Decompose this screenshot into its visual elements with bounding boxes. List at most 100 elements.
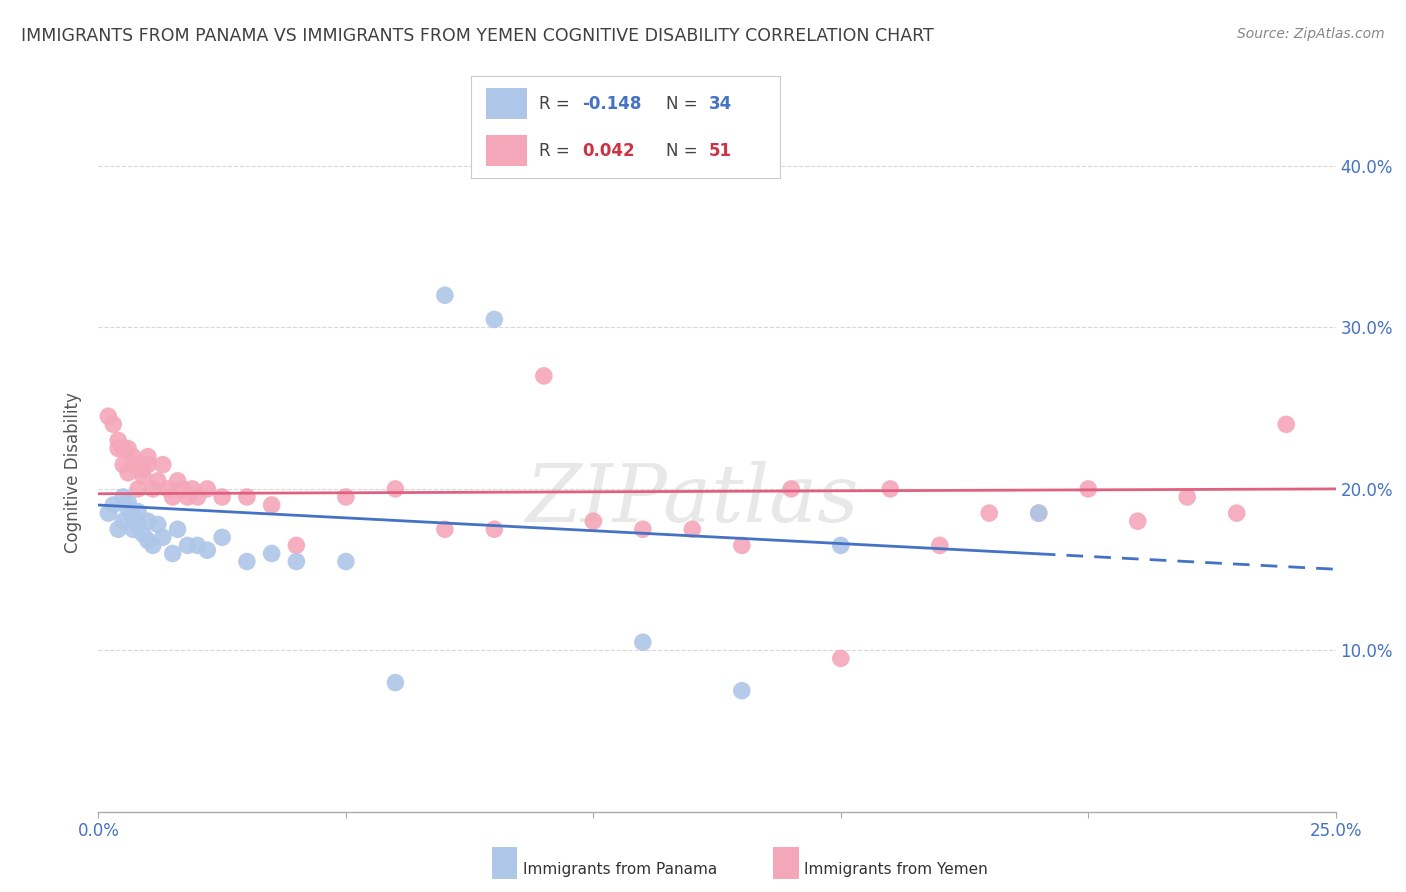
Point <box>136 533 159 548</box>
Point <box>112 442 135 456</box>
Y-axis label: Cognitive Disability: Cognitive Disability <box>65 392 83 553</box>
Point <box>1028 506 1050 520</box>
Point <box>631 522 654 536</box>
Point <box>1275 417 1298 432</box>
Point <box>136 450 159 464</box>
Point <box>122 458 145 472</box>
Point <box>335 555 357 569</box>
Point <box>127 482 149 496</box>
Point <box>260 546 283 560</box>
Point <box>122 522 145 536</box>
Point <box>156 482 179 496</box>
Text: N =: N = <box>666 95 703 112</box>
Point <box>152 530 174 544</box>
Point <box>582 514 605 528</box>
Point <box>211 490 233 504</box>
Point <box>122 509 145 524</box>
Point <box>335 490 357 504</box>
Point <box>172 482 194 496</box>
Point <box>236 555 259 569</box>
Point <box>484 312 506 326</box>
Point <box>1077 482 1099 496</box>
Point <box>681 522 703 536</box>
Point <box>132 527 155 541</box>
Point <box>236 490 259 504</box>
Point <box>117 466 139 480</box>
Point <box>152 458 174 472</box>
Point <box>117 495 139 509</box>
Point <box>979 506 1001 520</box>
Text: Immigrants from Panama: Immigrants from Panama <box>523 863 717 877</box>
Point <box>830 651 852 665</box>
Point <box>132 462 155 476</box>
Text: ZIPatlas: ZIPatlas <box>526 461 859 539</box>
Text: Source: ZipAtlas.com: Source: ZipAtlas.com <box>1237 27 1385 41</box>
Point <box>136 514 159 528</box>
Point <box>285 538 308 552</box>
Point <box>107 434 129 448</box>
Point <box>1175 490 1198 504</box>
Point <box>731 538 754 552</box>
Point <box>631 635 654 649</box>
Text: 0.042: 0.042 <box>582 142 636 160</box>
Bar <box>486 136 527 166</box>
Point <box>384 675 406 690</box>
Point <box>142 482 165 496</box>
Point <box>433 288 456 302</box>
Point <box>112 490 135 504</box>
Point <box>117 501 139 516</box>
Point <box>285 555 308 569</box>
Point <box>112 514 135 528</box>
Point <box>533 368 555 383</box>
Text: 34: 34 <box>709 95 733 112</box>
Bar <box>486 88 527 119</box>
Point <box>103 417 125 432</box>
Point <box>127 458 149 472</box>
Text: N =: N = <box>666 142 703 160</box>
Point <box>731 683 754 698</box>
Text: R =: R = <box>538 142 575 160</box>
Point <box>186 538 208 552</box>
Point <box>132 469 155 483</box>
Point <box>879 482 901 496</box>
Point <box>830 538 852 552</box>
Point <box>127 517 149 532</box>
Text: IMMIGRANTS FROM PANAMA VS IMMIGRANTS FROM YEMEN COGNITIVE DISABILITY CORRELATION: IMMIGRANTS FROM PANAMA VS IMMIGRANTS FRO… <box>21 27 934 45</box>
Text: 51: 51 <box>709 142 733 160</box>
Point <box>211 530 233 544</box>
Point <box>433 522 456 536</box>
Point <box>112 458 135 472</box>
Point <box>780 482 803 496</box>
Point <box>136 458 159 472</box>
Point <box>166 474 188 488</box>
Point <box>186 490 208 504</box>
Point <box>142 538 165 552</box>
Point <box>97 409 120 424</box>
Point <box>1226 506 1249 520</box>
Text: R =: R = <box>538 95 575 112</box>
Point <box>484 522 506 536</box>
Point <box>166 522 188 536</box>
Point <box>195 482 218 496</box>
Point <box>1028 506 1050 520</box>
Point <box>181 482 204 496</box>
Point <box>146 517 169 532</box>
Point <box>1126 514 1149 528</box>
Point <box>122 450 145 464</box>
Point <box>162 490 184 504</box>
Point <box>146 474 169 488</box>
Point <box>117 442 139 456</box>
Point <box>162 546 184 560</box>
Point <box>97 506 120 520</box>
Point <box>384 482 406 496</box>
Point <box>176 538 198 552</box>
Point <box>176 490 198 504</box>
Point <box>103 498 125 512</box>
Point <box>928 538 950 552</box>
Text: Immigrants from Yemen: Immigrants from Yemen <box>804 863 988 877</box>
Point <box>107 442 129 456</box>
Text: -0.148: -0.148 <box>582 95 641 112</box>
Point <box>127 504 149 518</box>
Point <box>260 498 283 512</box>
Point <box>195 543 218 558</box>
